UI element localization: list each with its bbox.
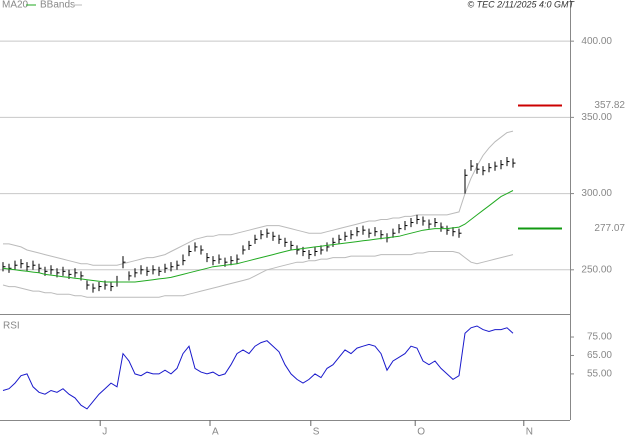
x-tick-label: N <box>526 427 533 438</box>
y-tick-label: 400.00 <box>581 36 612 47</box>
credit: © TEC 2/11/2025 4:0 GMT <box>467 0 575 9</box>
y-tick-label: 65.00 <box>587 350 612 361</box>
y-tick-label: 75.00 <box>587 332 612 343</box>
ma-line <box>2 190 514 283</box>
level-label: 357.82 <box>594 100 625 111</box>
y-tick-label: 250.00 <box>581 264 612 275</box>
panel-title: RSI <box>3 321 20 332</box>
x-tick-label: J <box>102 427 107 438</box>
x-tick-label: S <box>313 427 320 438</box>
bband-lower <box>2 251 514 298</box>
legend-label: BBands <box>40 0 75 11</box>
y-tick-label: 300.00 <box>581 188 612 199</box>
x-tick-label: A <box>212 427 219 438</box>
y-tick-label: 350.00 <box>581 112 612 123</box>
y-tick-label: 55.00 <box>587 369 612 380</box>
level-label: 277.07 <box>594 223 625 234</box>
x-tick-label: O <box>417 427 425 438</box>
legend-label: MA20 <box>2 0 29 11</box>
bband-upper <box>3 130 514 266</box>
rsi-line <box>2 325 514 410</box>
